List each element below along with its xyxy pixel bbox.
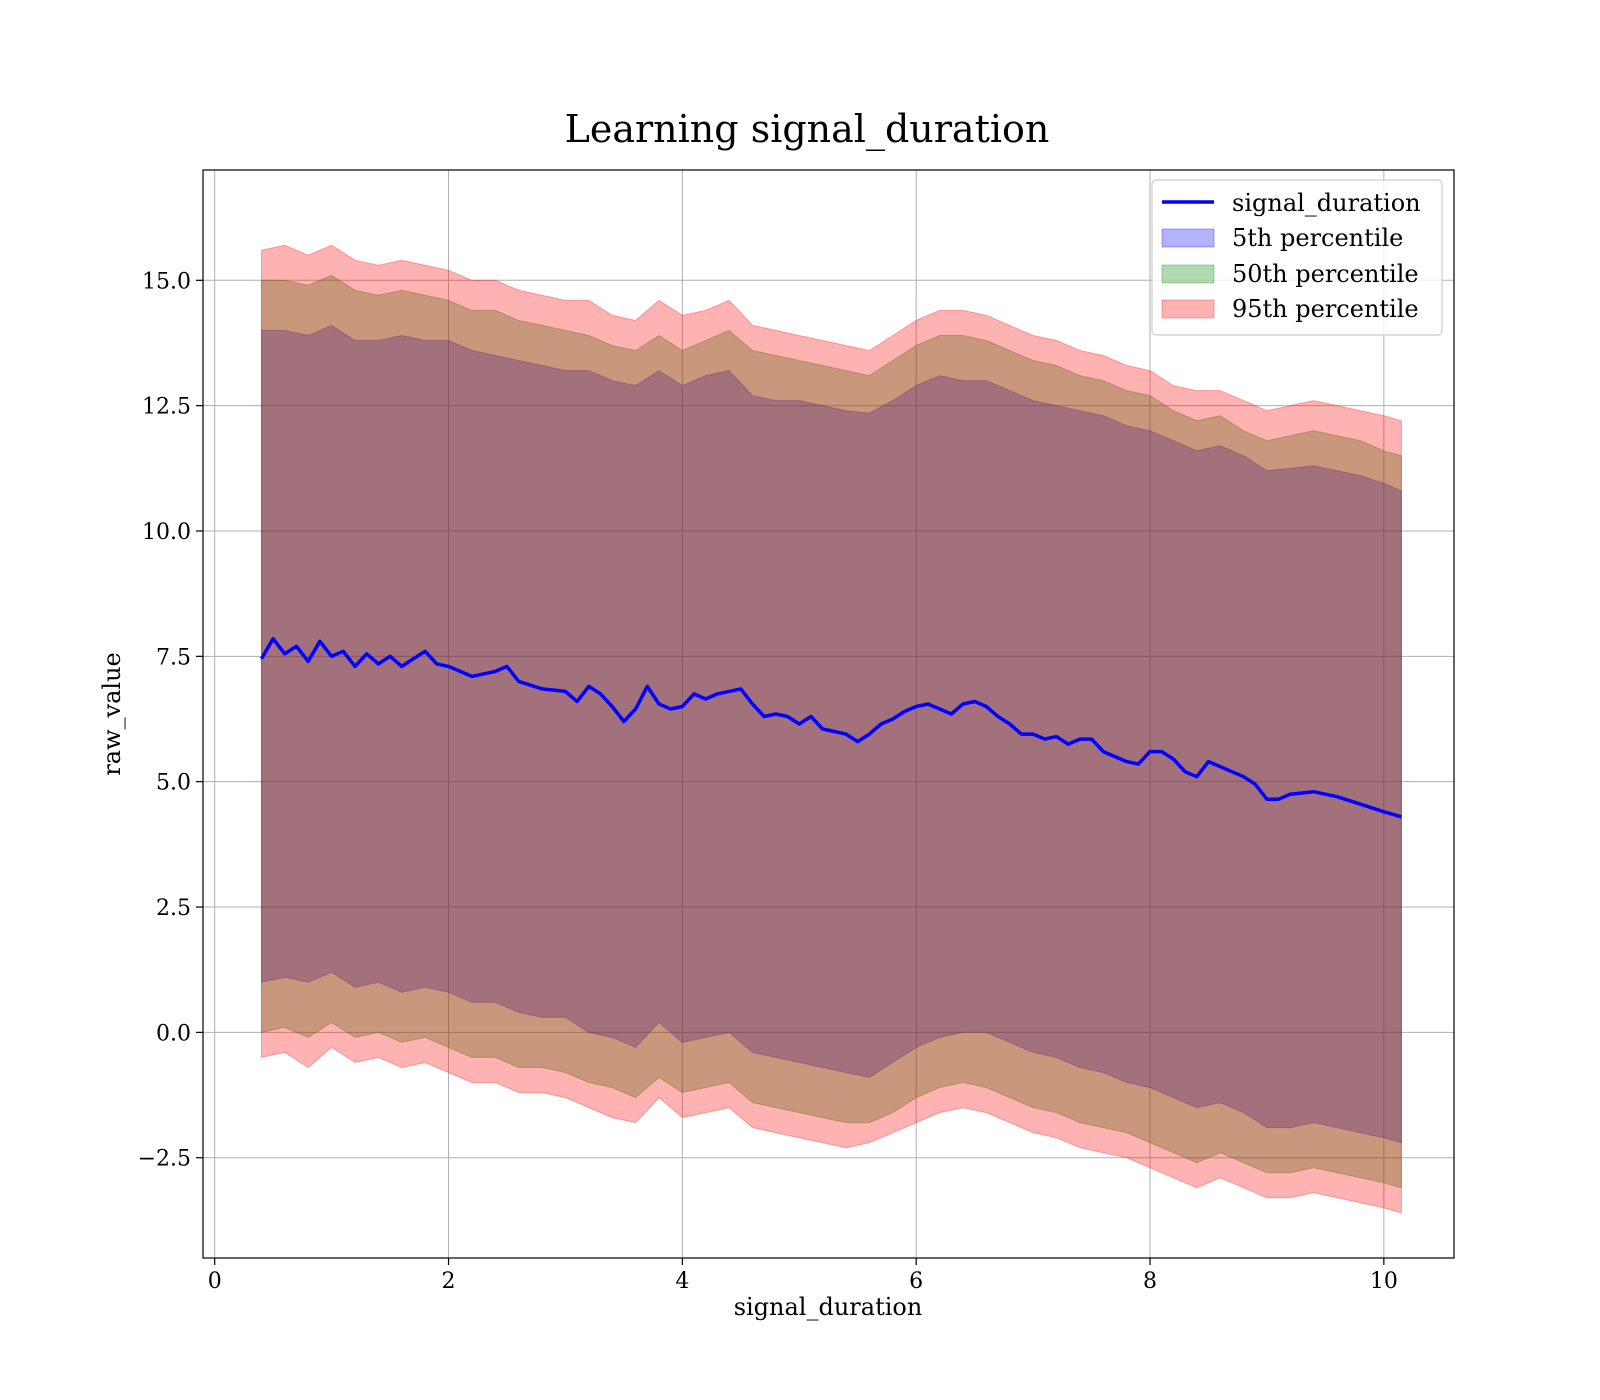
y-tick-label: 0.0 (156, 1021, 191, 1046)
legend-swatch-5th (1161, 228, 1215, 248)
x-axis: 0 2 4 6 8 10 (208, 1258, 1398, 1294)
y-tick-label: 12.5 (142, 395, 191, 420)
y-tick-label: 10.0 (142, 520, 191, 545)
x-tick-label: 4 (675, 1269, 689, 1294)
series-line (259, 637, 1402, 819)
legend-label: 50th percentile (1232, 260, 1419, 288)
x-tick-label: 6 (909, 1269, 923, 1294)
band-95th-percentile (261, 244, 1402, 1214)
band-5th-percentile (261, 324, 1402, 1144)
y-tick-label: 15.0 (142, 269, 191, 294)
y-axis: −2.5 0.0 2.5 5.0 7.5 10.0 12.5 15.0 (138, 269, 203, 1172)
percentile-bands (261, 244, 1402, 1214)
x-tick-label: 8 (1143, 1269, 1157, 1294)
y-tick-label: 5.0 (156, 771, 191, 796)
x-tick-label: 0 (208, 1269, 222, 1294)
chart-title: Learning signal_duration (565, 107, 1050, 152)
x-axis-title: signal_duration (734, 1293, 923, 1321)
legend-label: 95th percentile (1232, 295, 1419, 323)
signal-duration-line (259, 637, 1402, 819)
y-tick-label: 7.5 (156, 645, 191, 670)
legend-swatch-95th (1161, 299, 1215, 319)
x-tick-label: 10 (1370, 1269, 1398, 1294)
legend-box (1151, 179, 1443, 336)
y-tick-label: 2.5 (156, 896, 191, 921)
legend-swatch-50th (1161, 264, 1215, 284)
y-tick-label: −2.5 (138, 1147, 191, 1172)
x-tick-label: 2 (442, 1269, 456, 1294)
legend-label: signal_duration (1232, 189, 1421, 217)
y-axis-title: raw_value (98, 652, 126, 776)
plot-frame (202, 169, 1455, 1259)
legend: signal_duration 5th percentile 50th perc… (1151, 179, 1443, 336)
legend-label: 5th percentile (1232, 224, 1403, 252)
